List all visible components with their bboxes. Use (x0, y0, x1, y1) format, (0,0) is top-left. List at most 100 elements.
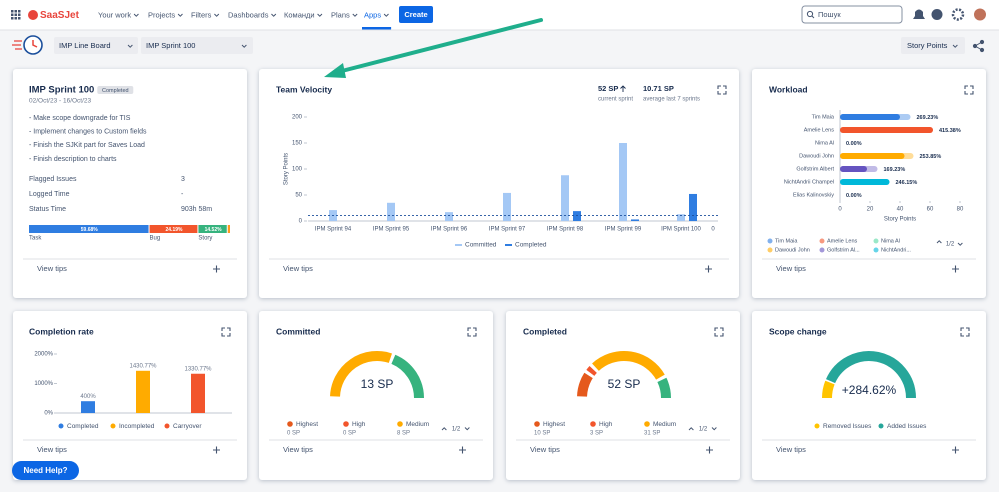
add-icon[interactable] (952, 265, 959, 273)
legend-swatch (397, 421, 403, 427)
estimate-select-label[interactable]: Story Points (907, 41, 948, 50)
sprint-select-label[interactable]: IMP Sprint 100 (146, 41, 195, 50)
legend-swatch (819, 238, 825, 244)
stat-value: 3 (181, 176, 185, 183)
notifications-icon[interactable] (913, 9, 925, 20)
legend-label[interactable]: Amelie Lens (827, 238, 858, 244)
chevron[interactable] (464, 427, 470, 431)
gauge-value: +284.62% (842, 383, 897, 397)
create-label[interactable]: Create (404, 10, 427, 19)
search-placeholder[interactable]: Пошук (818, 10, 841, 19)
gauge-rest (391, 354, 424, 399)
create-button[interactable] (399, 6, 433, 23)
chevron[interactable] (133, 13, 139, 17)
help-button[interactable] (12, 461, 79, 480)
share-icon[interactable] (972, 39, 985, 53)
nav-item[interactable]: Команди (284, 10, 315, 19)
add-icon[interactable] (705, 265, 712, 273)
legend-label[interactable]: Removed Issues (823, 423, 872, 430)
x-tick-label: 0 (711, 227, 715, 233)
chevron[interactable] (177, 13, 183, 17)
view-tips[interactable]: View tips (776, 445, 806, 454)
settings-icon[interactable] (951, 8, 965, 21)
nav-item[interactable]: Projects (148, 10, 175, 19)
view-tips[interactable]: View tips (530, 445, 560, 454)
percent-label: 253.85% (920, 154, 942, 160)
view-tips[interactable]: View tips (283, 264, 313, 273)
legend-label[interactable]: Nima Al (881, 238, 900, 244)
legend-label[interactable]: Highest (296, 421, 318, 428)
add-icon[interactable] (213, 446, 220, 454)
chevron[interactable] (317, 13, 323, 17)
x-tick-label: IPM Sprint 99 (605, 227, 642, 233)
legend-label[interactable]: High (352, 421, 366, 428)
help-icon[interactable] (931, 9, 943, 20)
nav-item[interactable]: Filters (191, 10, 212, 19)
search-box[interactable] (801, 5, 903, 24)
chevron[interactable] (711, 427, 717, 431)
percent-label: 415.38% (939, 128, 961, 134)
legend-label[interactable]: Golfstrim Al... (827, 247, 860, 253)
legend-label[interactable]: Highest (543, 421, 565, 428)
board-select[interactable] (54, 37, 138, 54)
legend-prev[interactable] (936, 240, 942, 244)
legend-label[interactable]: Medium (653, 421, 676, 428)
chevron[interactable] (952, 44, 958, 48)
app-switcher[interactable] (11, 10, 21, 20)
legend-label[interactable]: High (599, 421, 613, 428)
chevron[interactable] (214, 13, 220, 17)
velocity-bar (619, 143, 627, 221)
sprint-select[interactable] (141, 37, 253, 54)
legend-label[interactable]: Committed (465, 242, 497, 249)
distribution-segment (149, 225, 198, 233)
legend-label[interactable]: Tim Maia (775, 238, 798, 244)
y-tick-label: 100 (292, 167, 303, 173)
legend-label[interactable]: Carryover (173, 423, 202, 430)
expand-icon[interactable] (717, 85, 727, 95)
view-tips[interactable]: View tips (283, 445, 313, 454)
legend-prev[interactable] (688, 427, 694, 431)
help-button-label[interactable]: Need Help? (23, 466, 67, 475)
board-select-label[interactable]: IMP Line Board (59, 41, 111, 50)
avatar[interactable] (974, 8, 986, 21)
expand-icon[interactable] (964, 85, 974, 95)
add-icon[interactable] (706, 446, 713, 454)
view-tips[interactable]: View tips (37, 445, 67, 454)
sprint-card (13, 69, 247, 298)
legend-label[interactable]: Completed (515, 242, 547, 249)
nav-item[interactable]: Your work (98, 10, 131, 19)
estimate-select[interactable] (901, 37, 965, 54)
chevron[interactable] (241, 44, 247, 48)
legend-label[interactable]: Incompleted (119, 423, 155, 430)
add-icon[interactable] (952, 446, 959, 454)
expand-icon[interactable] (714, 327, 724, 337)
completed-bar (840, 127, 933, 133)
expand-icon[interactable] (960, 327, 970, 337)
y-tick-label: 200 (292, 115, 303, 121)
view-tips[interactable]: View tips (37, 264, 67, 273)
chevron[interactable] (383, 13, 389, 17)
gauge-rest (657, 377, 671, 399)
add-icon[interactable] (459, 446, 466, 454)
legend-prev[interactable] (441, 427, 447, 431)
chevron[interactable] (352, 13, 358, 17)
view-tips[interactable]: View tips (776, 264, 806, 273)
logo[interactable]: SaaSJet (40, 10, 80, 21)
chevron[interactable] (127, 44, 133, 48)
legend-label[interactable]: Dawoudi John (775, 247, 810, 253)
nav-item[interactable]: Dashboards (228, 10, 269, 19)
legend-label[interactable]: Added Issues (887, 423, 927, 430)
legend-label[interactable]: NichtAndri... (881, 247, 911, 253)
chevron[interactable] (957, 242, 963, 246)
content: Your work Projects Filters Dashboards Команд… (23, 10, 976, 454)
expand-icon[interactable] (221, 327, 231, 337)
legend-label[interactable]: Medium (406, 421, 429, 428)
chevron[interactable] (271, 13, 277, 17)
add-icon[interactable] (213, 265, 220, 273)
nav-item[interactable]: Plans (331, 10, 350, 19)
active-indicator (362, 27, 392, 30)
expand-icon[interactable] (467, 327, 477, 337)
legend-label[interactable]: Completed (67, 423, 99, 430)
y-axis-title: Story Points (284, 153, 290, 185)
nav-item[interactable]: Apps (364, 10, 381, 19)
